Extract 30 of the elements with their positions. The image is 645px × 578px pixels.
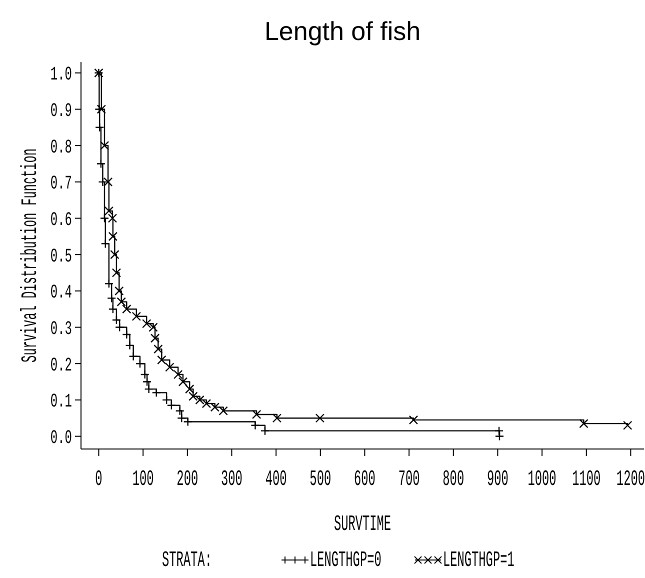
- y-tick-label: 0.1: [50, 391, 72, 413]
- y-tick-label: 0.7: [50, 173, 72, 195]
- x-tick-label: 600: [354, 468, 376, 492]
- x-axis-title: SURVTIME: [334, 512, 392, 538]
- x-tick-label: 1200: [616, 468, 645, 492]
- x-tick-label: 800: [442, 468, 464, 492]
- x-tick-label: 500: [310, 468, 332, 492]
- y-tick-label: 0.2: [50, 354, 72, 376]
- legend-label: LENGTHGP=0: [310, 548, 382, 574]
- y-tick-label: 0.4: [50, 282, 72, 304]
- y-tick-label: 1.0: [50, 64, 72, 86]
- x-tick-label: 100: [132, 468, 154, 492]
- y-tick-label: 0.6: [50, 209, 72, 231]
- y-tick-label: 0.8: [50, 136, 72, 158]
- x-tick-label: 0: [95, 468, 102, 492]
- y-axis-title: Survival Distribution Function: [18, 148, 44, 363]
- x-tick-label: 300: [221, 468, 242, 492]
- legend-title: STRATA:: [162, 548, 212, 574]
- legend-label: LENGTHGP=1: [443, 548, 514, 574]
- chart-title: Length of fish: [264, 16, 421, 46]
- x-tick-label: 200: [176, 468, 198, 492]
- y-tick-label: 0.3: [50, 318, 72, 340]
- x-tick-label: 900: [487, 468, 508, 492]
- x-tick-label: 1000: [528, 468, 556, 492]
- y-tick-label: 0.9: [50, 100, 72, 122]
- y-tick-label: 0.5: [50, 246, 72, 268]
- x-tick-label: 400: [265, 468, 287, 492]
- x-tick-label: 1100: [572, 468, 601, 492]
- y-tick-label: 0.0: [50, 427, 72, 449]
- x-tick-label: 700: [398, 468, 420, 492]
